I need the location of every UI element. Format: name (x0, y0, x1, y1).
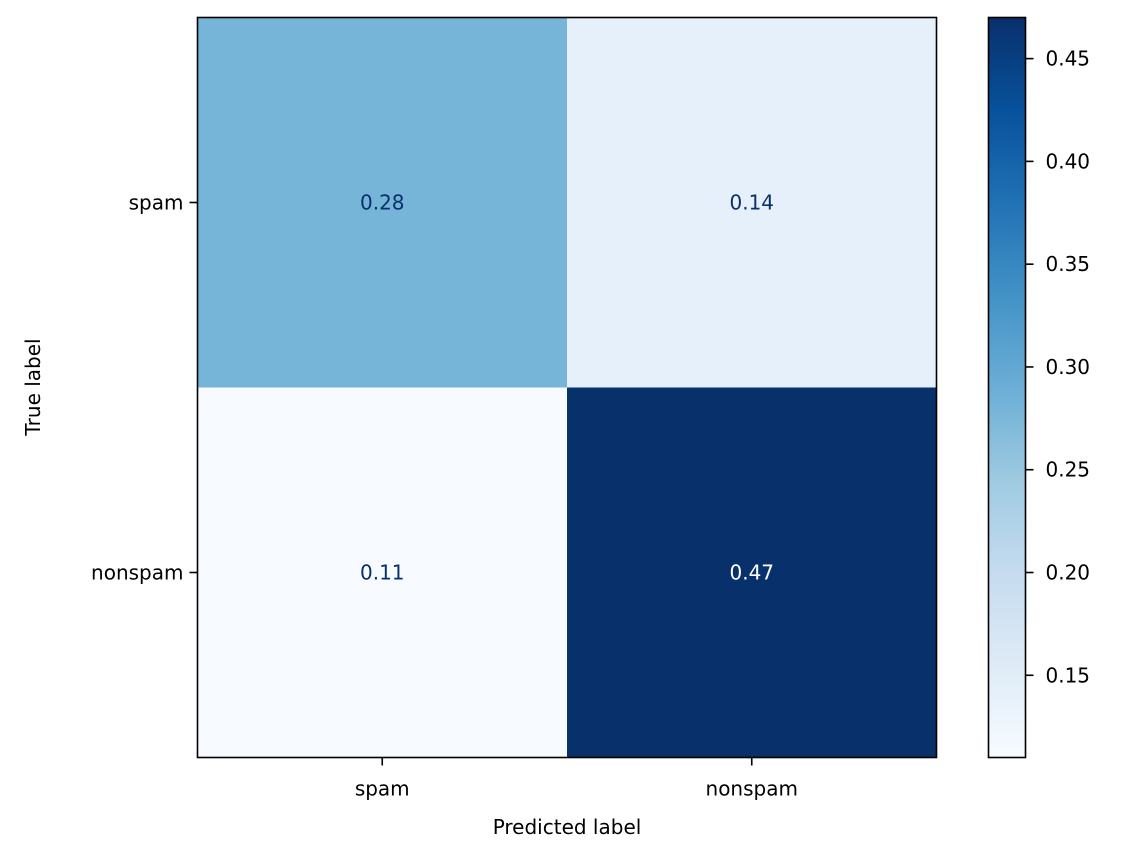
heatmap-cells: 0.28 0.14 0.11 0.47 (197, 17, 937, 758)
colorbar-tick-label: 0.45 (1046, 47, 1091, 71)
x-axis-ticks: spam nonspam (355, 757, 798, 801)
colorbar (987, 16, 1027, 759)
heatmap-cell (567, 17, 937, 388)
plot-frame (196, 16, 938, 759)
colorbar-tick-label: 0.35 (1046, 252, 1091, 276)
y-axis-label: True label (21, 338, 45, 436)
cell-value-label: 0.28 (360, 191, 405, 215)
cell-value-label: 0.47 (729, 561, 774, 585)
cell-value-label: 0.11 (360, 561, 405, 585)
heatmap-cell (197, 17, 568, 388)
heatmap-cell (197, 387, 568, 758)
x-tick-label: nonspam (706, 777, 798, 801)
colorbar-tick-label: 0.20 (1046, 561, 1091, 585)
y-axis-ticks: spam nonspam (91, 191, 198, 585)
colorbar-tick-label: 0.40 (1046, 149, 1091, 173)
y-tick-label: nonspam (91, 561, 183, 585)
colorbar-tick-label: 0.30 (1046, 355, 1091, 379)
colorbar-ticks: 0.15 0.20 0.25 0.30 0.35 0.40 0.45 (1025, 47, 1091, 687)
cell-value-label: 0.14 (729, 191, 774, 215)
y-tick-label: spam (129, 191, 184, 215)
heatmap-cell (567, 387, 937, 758)
x-axis-label: Predicted label (493, 815, 642, 839)
colorbar-tick-label: 0.15 (1046, 663, 1091, 687)
colorbar-tick-label: 0.25 (1046, 458, 1091, 482)
x-tick-label: spam (355, 777, 410, 801)
